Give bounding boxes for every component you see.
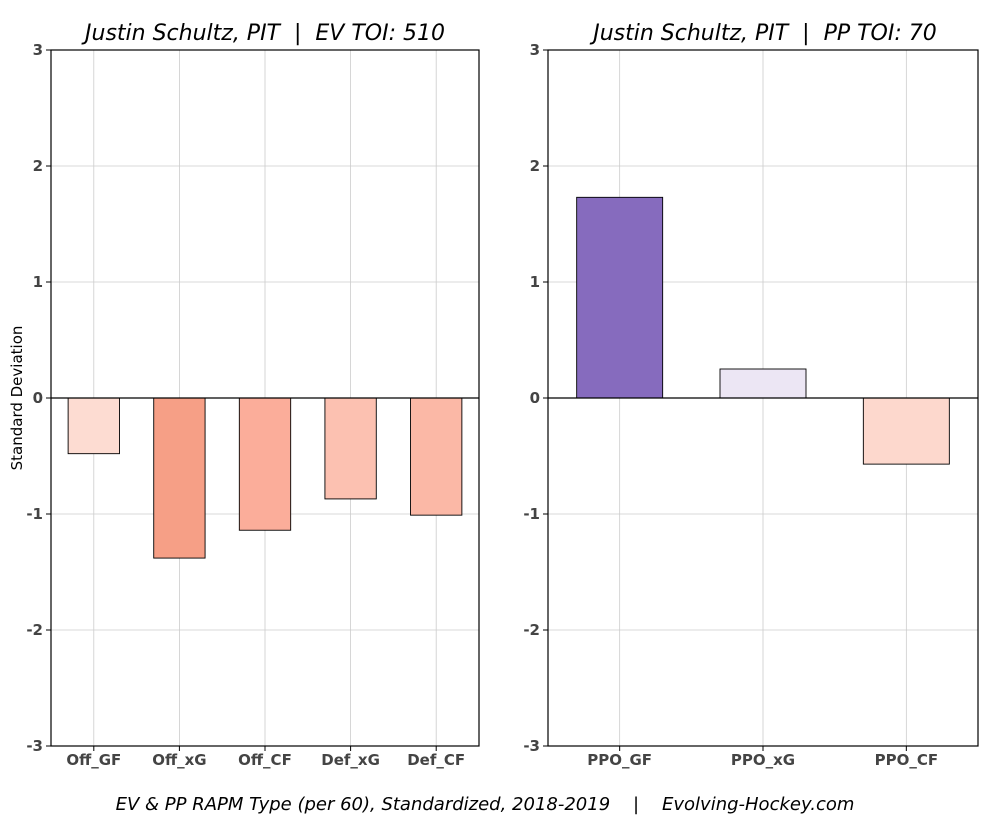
y-tick-label: 3 [530,41,540,59]
y-tick-label: -3 [523,737,540,755]
y-tick-label: -1 [523,505,540,523]
x-tick-label: Off_CF [238,751,292,769]
chart-footer: EV & PP RAPM Type (per 60), Standardized… [116,794,855,815]
y-tick-label: 0 [33,389,43,407]
y-tick-label: -3 [26,737,43,755]
bar-off-xg [153,397,206,559]
x-tick-label: PPO_CF [875,751,939,769]
bar-ppo-xg [719,368,807,399]
bar-def-cf [410,397,463,516]
y-tick-label: 1 [530,273,540,291]
y-tick-label: 2 [33,157,43,175]
bar-ppo-cf [862,397,950,465]
bar-off-gf [67,397,120,455]
y-tick-label: -1 [26,505,43,523]
y-tick-label: -2 [26,621,43,639]
x-tick-label: Off_xG [152,751,206,769]
pp-panel: 3 2 1 0 -1 -2 -3 PPO_GF PPO_xG PPO_CF Justin Schul… [523,21,979,769]
y-axis-label: Standard Deviation [8,326,26,471]
y-tick-label: 0 [530,389,540,407]
x-tick-label: PPO_xG [731,751,795,769]
ev-panel: 3 2 1 0 -1 -2 -3 Off_GF Off_xG Off_CF Def_xG Def_CF… [8,21,480,769]
x-tick-label: Off_GF [66,751,121,769]
chart-title: Justin Schultz, PIT | EV TOI: 510 [81,21,445,46]
x-tick-label: PPO_GF [587,751,652,769]
y-tick-label: 3 [33,41,43,59]
bar-off-cf [238,397,292,531]
x-tick-label: Def_xG [321,751,380,769]
y-tick-label: 2 [530,157,540,175]
chart-title: Justin Schultz, PIT | PP TOI: 70 [589,21,937,46]
x-tick-label: Def_CF [407,751,465,769]
y-tick-label: 1 [33,273,43,291]
bar-ppo-gf [576,196,664,399]
y-tick-label: -2 [523,621,540,639]
bar-def-xg [324,397,377,500]
